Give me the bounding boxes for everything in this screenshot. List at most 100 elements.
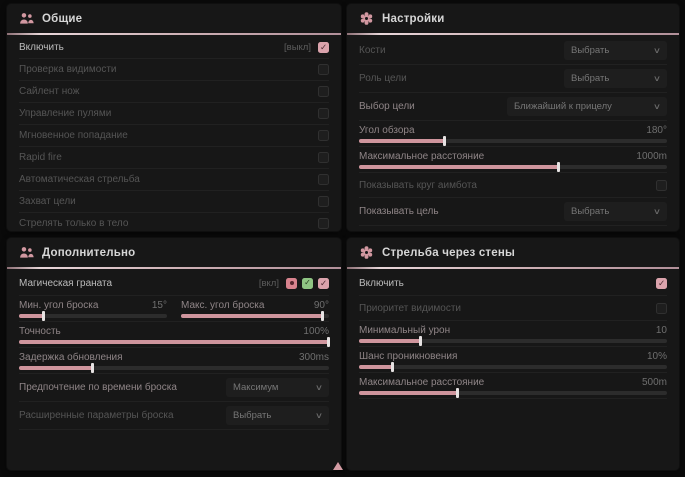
row-label: Максимальное расстояние xyxy=(359,377,485,388)
row-label: Угол обзора xyxy=(359,125,415,136)
slider-thumb xyxy=(321,311,325,321)
header-divider xyxy=(347,33,679,35)
update-delay-slider[interactable] xyxy=(19,363,329,373)
slider-value: 1000m xyxy=(636,151,667,162)
visibility-check-checkbox[interactable] xyxy=(318,64,329,75)
walls-max-distance-slider[interactable] xyxy=(359,388,667,398)
check-icon: ✓ xyxy=(657,277,666,288)
show-target-dropdown[interactable]: Выбрать ∨ xyxy=(564,202,667,221)
green-check-icon[interactable]: ✓ xyxy=(302,277,313,289)
bones-dropdown[interactable]: Выбрать ∨ xyxy=(564,41,667,60)
bullet-control-checkbox[interactable] xyxy=(318,108,329,119)
row-label: Предпочтение по времени броска xyxy=(19,382,177,393)
header-divider xyxy=(7,267,341,269)
panel-settings-header: Настройки xyxy=(347,4,679,33)
slider-thumb xyxy=(418,336,422,346)
row-bullet-control[interactable]: Управление пулями xyxy=(19,103,329,125)
row-visibility-priority[interactable]: Приоритет видимости xyxy=(359,296,667,321)
row-label: Сайлент нож xyxy=(19,86,80,97)
row-rapid-fire[interactable]: Rapid fire xyxy=(19,147,329,169)
extended-throw-dropdown[interactable]: Выбрать ∨ xyxy=(226,406,329,425)
row-label: Макс. угол броска xyxy=(181,300,265,311)
row-label: Выбор цели xyxy=(359,101,415,112)
panel-walls-header: Стрельба через стены xyxy=(347,238,679,267)
row-penetration-chance: Шанс проникновения 10% xyxy=(359,347,667,373)
row-label: Показывать круг аимбота xyxy=(359,179,477,191)
silent-knife-checkbox[interactable] xyxy=(318,86,329,97)
row-label: Управление пулями xyxy=(19,108,112,119)
header-divider xyxy=(347,267,679,269)
slider-value: 15° xyxy=(151,300,167,311)
row-label: Мин. угол броска xyxy=(19,300,99,311)
row-label: Роль цели xyxy=(359,73,407,84)
slider-thumb xyxy=(327,337,330,347)
walls-enable-checkbox[interactable]: ✓ xyxy=(656,277,667,289)
row-target-lock[interactable]: Захват цели xyxy=(19,191,329,213)
row-label: Приоритет видимости xyxy=(359,302,462,314)
chevron-down-icon: ∨ xyxy=(652,102,662,111)
row-aimbot-circle[interactable]: Показывать круг аимбота xyxy=(359,173,667,198)
slider-value: 10 xyxy=(655,325,667,336)
row-label: Магическая граната xyxy=(19,277,113,289)
throw-time-dropdown[interactable]: Максимум ∨ xyxy=(226,378,329,397)
slider-fill xyxy=(19,311,46,321)
slider-fill xyxy=(359,336,422,346)
row-label: Rapid fire xyxy=(19,152,62,163)
cursor-icon xyxy=(333,462,343,470)
target-select-dropdown[interactable]: Ближайший к прицелу ∨ xyxy=(507,97,667,116)
panel-general: Общие Включить [выкл] ✓ Проверка видимос… xyxy=(7,4,341,231)
dropdown-value: Выбрать xyxy=(571,45,610,56)
target-lock-checkbox[interactable] xyxy=(318,196,329,207)
body-only-checkbox[interactable] xyxy=(318,218,329,229)
row-label: Точность xyxy=(19,326,61,337)
visibility-priority-checkbox[interactable] xyxy=(656,302,667,314)
row-body-only[interactable]: Стрелять только в тело xyxy=(19,213,329,231)
row-label: Включить xyxy=(359,277,404,289)
row-visibility-check[interactable]: Проверка видимости xyxy=(19,59,329,81)
row-auto-fire[interactable]: Автоматическая стрельба xyxy=(19,169,329,191)
row-walls-enable[interactable]: Включить ✓ xyxy=(359,271,667,296)
panel-title: Стрельба через стены xyxy=(382,246,516,259)
min-throw-angle-slider[interactable] xyxy=(19,311,167,321)
slider-fill xyxy=(181,311,325,321)
enable-checkbox[interactable]: ✓ xyxy=(318,42,329,53)
slider-thumb xyxy=(455,388,459,398)
slider-thumb xyxy=(42,311,46,321)
row-silent-knife[interactable]: Сайлент нож xyxy=(19,81,329,103)
fov-slider[interactable] xyxy=(359,136,667,146)
max-throw-angle-slider[interactable] xyxy=(181,311,329,321)
row-target-select: Выбор цели Ближайший к прицелу ∨ xyxy=(359,93,667,121)
min-damage-slider[interactable] xyxy=(359,336,667,346)
row-label: Автоматическая стрельба xyxy=(19,174,140,185)
penetration-chance-slider[interactable] xyxy=(359,362,667,372)
target-role-dropdown[interactable]: Выбрать ∨ xyxy=(564,69,667,88)
users-icon xyxy=(20,13,34,24)
row-label: Задержка обновления xyxy=(19,352,123,363)
slider-fill xyxy=(359,388,459,398)
row-label: Стрелять только в тело xyxy=(19,218,129,229)
chevron-down-icon: ∨ xyxy=(652,74,662,83)
accuracy-slider[interactable] xyxy=(19,337,330,347)
row-enable[interactable]: Включить [выкл] ✓ xyxy=(19,37,329,59)
gear-flower-icon xyxy=(360,12,373,25)
pink-flower-icon[interactable] xyxy=(286,277,297,289)
dropdown-value: Выбрать xyxy=(233,410,272,421)
panel-title: Настройки xyxy=(382,12,445,25)
auto-fire-checkbox[interactable] xyxy=(318,174,329,185)
slider-thumb xyxy=(91,363,95,373)
gear-flower-icon xyxy=(360,246,373,259)
row-instant-hit[interactable]: Мгновенное попадание xyxy=(19,125,329,147)
row-label: Показывать цель xyxy=(359,206,439,217)
magic-grenade-checkbox[interactable]: ✓ xyxy=(318,277,329,289)
aimbot-circle-checkbox[interactable] xyxy=(656,179,667,191)
row-label: Мгновенное попадание xyxy=(19,130,128,141)
panel-general-header: Общие xyxy=(7,4,341,33)
row-magic-grenade[interactable]: Магическая граната [вкл] ✓ ✓ xyxy=(19,271,329,296)
slider-fill xyxy=(19,363,95,373)
flower-center-dot xyxy=(289,281,294,285)
instant-hit-checkbox[interactable] xyxy=(318,130,329,141)
rapid-fire-checkbox[interactable] xyxy=(318,152,329,163)
max-distance-slider[interactable] xyxy=(359,162,667,172)
slider-value: 180° xyxy=(646,125,667,136)
slider-value: 100% xyxy=(303,326,329,337)
